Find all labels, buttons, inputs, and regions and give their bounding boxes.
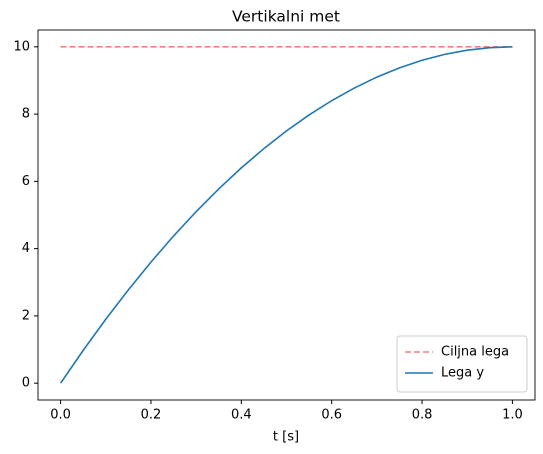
- y-tick-label: 6: [22, 174, 30, 189]
- y-tick-label: 10: [13, 39, 30, 54]
- legend-box: [396, 335, 528, 393]
- y-tick-label: 8: [22, 107, 30, 122]
- chart-title: Vertikalni met: [232, 8, 340, 26]
- x-tick-label: 0.2: [141, 408, 162, 423]
- x-tick-label: 0.8: [412, 408, 433, 423]
- legend-label: Ciljna lega: [441, 345, 509, 360]
- y-tick-label: 2: [22, 308, 30, 323]
- series-line: [59, 46, 513, 384]
- x-axis-label: t [s]: [273, 430, 299, 445]
- plot-frame: [37, 29, 536, 401]
- y-tick-label: 0: [22, 376, 30, 391]
- x-tick-label: 0.6: [321, 408, 342, 423]
- x-tick-label: 1.0: [502, 408, 523, 423]
- y-tick-label: 4: [22, 241, 30, 256]
- x-tick-label: 0.4: [231, 408, 252, 423]
- legend-label: Lega y: [441, 366, 484, 381]
- x-tick-label: 0.0: [50, 408, 71, 423]
